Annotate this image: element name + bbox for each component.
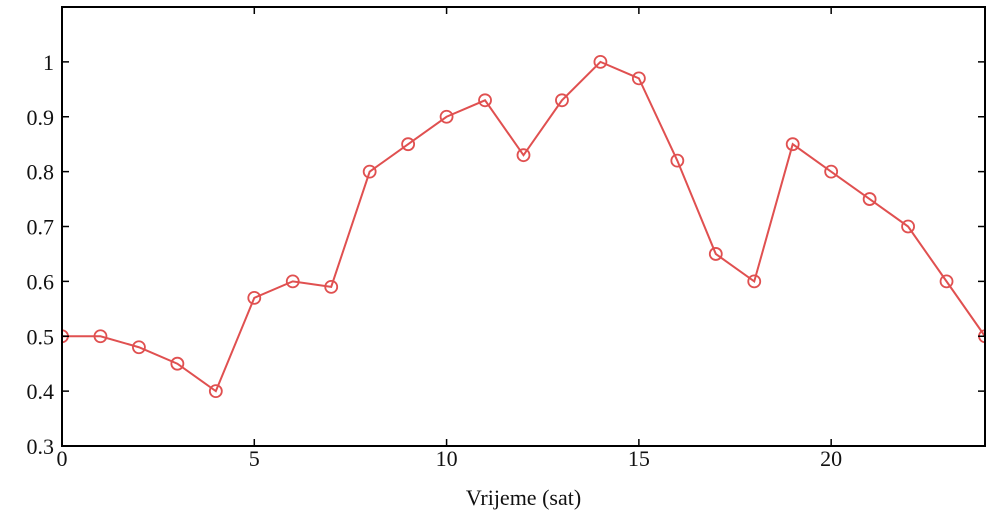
y-tick-label-7: 1 [43, 50, 54, 75]
y-tick-label-3: 0.6 [27, 269, 55, 294]
data-point-2 [132, 340, 146, 355]
data-point-21 [862, 192, 877, 206]
data-point-18 [747, 274, 762, 289]
series-line-0 [62, 60, 985, 393]
y-tick-label-6: 0.9 [27, 105, 55, 130]
x-tick-label-4: 20 [820, 446, 842, 471]
data-point-22 [901, 219, 915, 234]
data-point-5 [247, 290, 262, 305]
data-point-10 [439, 109, 454, 124]
y-tick-label-4: 0.7 [27, 215, 55, 240]
data-point-14 [593, 54, 608, 69]
data-point-4 [208, 384, 223, 399]
y-tick-label-5: 0.8 [27, 160, 55, 185]
data-point-1 [93, 329, 108, 344]
data-point-11 [478, 93, 492, 108]
x-axis-title: Vrijeme (sat) [466, 485, 581, 510]
data-point-6 [285, 274, 300, 289]
data-point-9 [401, 137, 416, 152]
y-tick-label-2: 0.5 [27, 324, 55, 349]
data-point-3 [170, 356, 185, 371]
y-tick-label-1: 0.4 [27, 379, 55, 404]
x-tick-label-0: 0 [57, 446, 68, 471]
data-point-19 [785, 137, 800, 152]
data-point-12 [516, 148, 531, 163]
data-point-7 [324, 279, 339, 294]
data-point-17 [708, 247, 723, 261]
x-tick-label-3: 15 [628, 446, 650, 471]
x-tick-label-1: 5 [249, 446, 260, 471]
x-tick-label-2: 10 [436, 446, 458, 471]
data-point-8 [362, 164, 377, 179]
data-point-16 [670, 153, 685, 168]
data-point-23 [939, 274, 954, 289]
data-point-20 [824, 164, 839, 179]
data-point-15 [631, 71, 646, 86]
data-point-13 [555, 93, 569, 108]
y-tick-label-0: 0.3 [27, 434, 55, 459]
